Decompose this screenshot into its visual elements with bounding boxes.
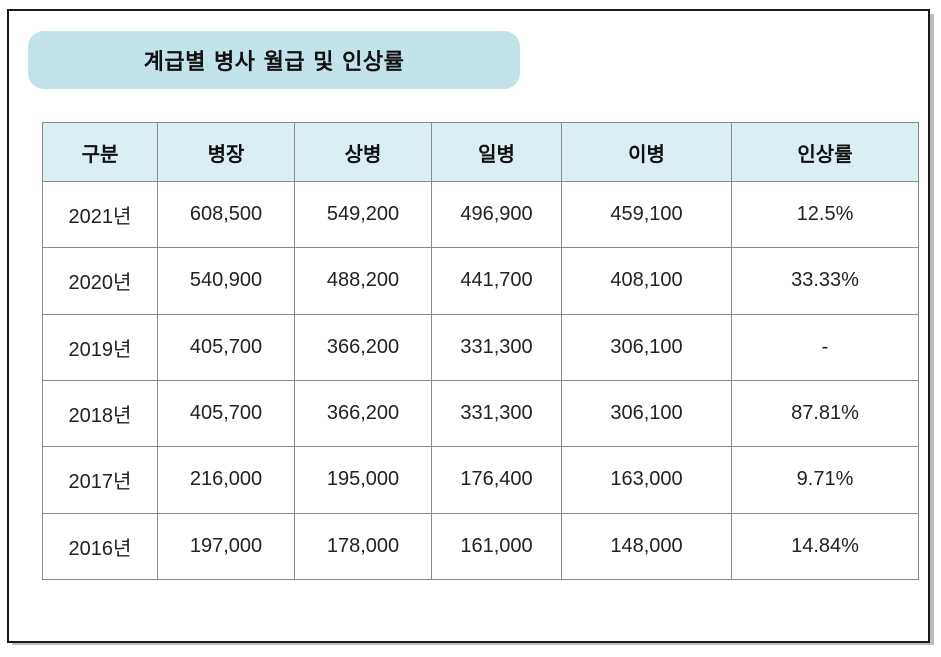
cell-year: 2021년 [42,180,158,249]
cell-rate: 12.5% [731,180,919,249]
cell-value: 405,700 [157,313,295,381]
cell-rate: 33.33% [731,247,919,315]
cell-value: 459,100 [561,180,732,249]
cell-value: 148,000 [561,512,732,581]
cell-value: 195,000 [294,446,432,514]
header-private-first-class: 일병 [431,122,562,182]
table-row: 2020년 540,900 488,200 441,700 408,100 33… [42,247,919,315]
salary-table: 구분 병장 상병 일병 이병 인상률 2021년 608,500 549,200… [42,122,919,581]
cell-value: 608,500 [157,180,295,249]
header-category: 구분 [42,122,158,182]
cell-year: 2018년 [42,379,158,448]
cell-value: 331,300 [431,379,562,448]
cell-value: 306,100 [561,313,732,381]
header-sergeant: 병장 [157,122,295,182]
cell-value: 549,200 [294,180,432,249]
table-row: 2016년 197,000 178,000 161,000 148,000 14… [42,512,919,581]
cell-value: 163,000 [561,446,732,514]
table-row: 2019년 405,700 366,200 331,300 306,100 - [42,313,919,381]
frame-shadow-right [930,14,934,643]
cell-rate: 87.81% [731,379,919,448]
cell-year: 2019년 [42,313,158,381]
cell-value: 366,200 [294,313,432,381]
table-row: 2018년 405,700 366,200 331,300 306,100 87… [42,379,919,448]
cell-value: 441,700 [431,247,562,315]
title-badge: 계급별 병사 월급 및 인상률 [28,31,520,89]
cell-value: 306,100 [561,379,732,448]
cell-value: 488,200 [294,247,432,315]
cell-value: 216,000 [157,446,295,514]
document-frame: 계급별 병사 월급 및 인상률 구분 병장 상병 일병 이병 인상률 2021년… [7,9,930,643]
header-increase-rate: 인상률 [731,122,919,182]
cell-value: 197,000 [157,512,295,581]
cell-value: 366,200 [294,379,432,448]
cell-value: 161,000 [431,512,562,581]
frame-shadow-bottom [12,641,934,645]
cell-value: 331,300 [431,313,562,381]
header-corporal: 상병 [294,122,432,182]
cell-value: 178,000 [294,512,432,581]
cell-value: 405,700 [157,379,295,448]
cell-value: 540,900 [157,247,295,315]
header-private: 이병 [561,122,732,182]
table-row: 2017년 216,000 195,000 176,400 163,000 9.… [42,446,919,514]
page-title: 계급별 병사 월급 및 인상률 [143,50,405,75]
cell-year: 2016년 [42,512,158,581]
cell-year: 2020년 [42,247,158,315]
cell-rate: 14.84% [731,512,919,581]
table-row: 2021년 608,500 549,200 496,900 459,100 12… [42,180,919,249]
cell-value: 408,100 [561,247,732,315]
cell-value: 496,900 [431,180,562,249]
cell-rate: - [731,313,919,381]
cell-value: 176,400 [431,446,562,514]
cell-rate: 9.71% [731,446,919,514]
cell-year: 2017년 [42,446,158,514]
table-header-row: 구분 병장 상병 일병 이병 인상률 [42,122,919,182]
